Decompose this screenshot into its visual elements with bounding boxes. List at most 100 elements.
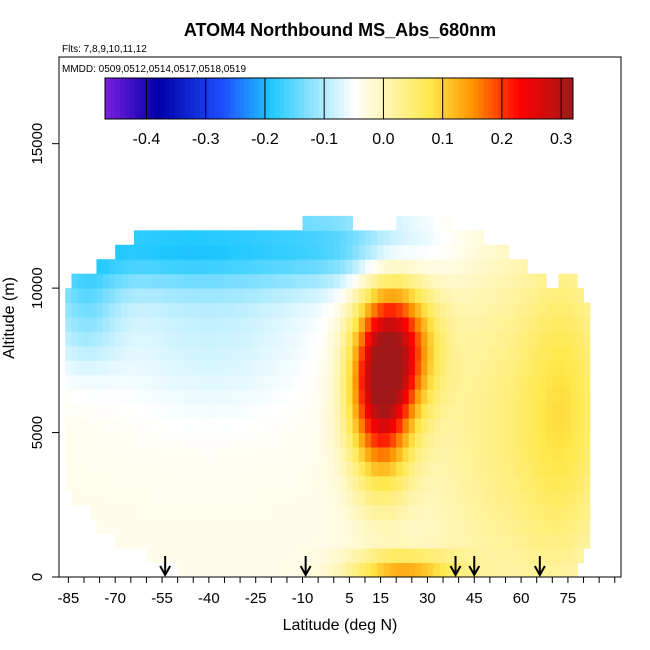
heatmap-cell xyxy=(521,403,528,419)
heatmap-cell xyxy=(327,288,335,304)
heatmap-cell xyxy=(183,302,191,318)
heatmap-cell xyxy=(171,461,179,477)
heatmap-cell xyxy=(483,432,491,448)
heatmap-cell xyxy=(439,432,447,448)
heatmap-cell xyxy=(408,230,416,246)
heatmap-cell xyxy=(402,490,410,506)
heatmap-cell xyxy=(296,490,304,506)
heatmap-cell xyxy=(190,418,197,434)
heatmap-cell xyxy=(290,259,297,275)
heatmap-cell xyxy=(458,273,466,289)
heatmap-cell xyxy=(421,360,428,376)
heatmap-cell xyxy=(252,548,260,564)
heatmap-cell xyxy=(227,273,235,289)
heatmap-cell xyxy=(308,345,316,361)
heatmap-cell xyxy=(183,259,191,275)
heatmap-cell xyxy=(177,490,185,506)
heatmap-cell xyxy=(283,562,291,578)
heatmap-cell xyxy=(283,288,291,304)
heatmap-cell xyxy=(246,244,254,260)
heatmap-cell xyxy=(458,331,466,347)
heatmap-cell xyxy=(115,374,122,390)
heatmap-cell xyxy=(458,519,466,535)
heatmap-cell xyxy=(496,562,503,578)
heatmap-cell xyxy=(196,562,204,578)
heatmap-cell xyxy=(352,475,360,491)
heatmap-cell xyxy=(83,273,91,289)
heatmap-cell xyxy=(108,461,116,477)
heatmap-cell xyxy=(265,519,272,535)
heatmap-cell xyxy=(308,533,316,549)
colorbar-swatch xyxy=(538,78,544,119)
heatmap-cell xyxy=(483,475,491,491)
heatmap-cell xyxy=(571,519,578,535)
heatmap-cell xyxy=(508,504,516,520)
heatmap-cell xyxy=(152,504,160,520)
heatmap-cell xyxy=(333,504,341,520)
heatmap-cell xyxy=(327,461,335,477)
heatmap-cell xyxy=(439,461,447,477)
heatmap-cell xyxy=(358,562,366,578)
heatmap-cell xyxy=(296,360,304,376)
heatmap-cell xyxy=(196,317,204,332)
heatmap-cell xyxy=(271,374,279,390)
heatmap-cell xyxy=(121,302,129,318)
heatmap-cell xyxy=(215,490,222,506)
heatmap-cell xyxy=(265,273,272,289)
heatmap-cell xyxy=(246,548,254,564)
heatmap-cell xyxy=(421,461,428,477)
heatmap-cell xyxy=(327,447,335,462)
heatmap-cell xyxy=(577,533,585,549)
heatmap-cell xyxy=(196,273,204,289)
heatmap-cell xyxy=(108,504,116,520)
heatmap-cell xyxy=(521,374,528,390)
heatmap-cell xyxy=(158,273,166,289)
heatmap-cell xyxy=(408,432,416,448)
heatmap-cell xyxy=(83,403,91,419)
heatmap-cell xyxy=(215,403,222,419)
heatmap-cell xyxy=(221,548,229,564)
heatmap-cell xyxy=(102,519,110,535)
heatmap-cell xyxy=(402,447,410,462)
heatmap-cell xyxy=(408,461,416,477)
heatmap-cell xyxy=(183,490,191,506)
heatmap-cell xyxy=(527,548,535,564)
heatmap-cell xyxy=(165,360,172,376)
heatmap-cell xyxy=(315,273,322,289)
heatmap-cell xyxy=(527,562,535,578)
heatmap-cell xyxy=(183,389,191,405)
heatmap-cell xyxy=(290,418,297,434)
heatmap-cell xyxy=(146,504,154,520)
heatmap-cell xyxy=(215,302,222,318)
heatmap-cell xyxy=(208,562,216,578)
heatmap-cell xyxy=(446,273,453,289)
heatmap-cell xyxy=(371,475,378,491)
heatmap-cell xyxy=(171,548,179,564)
heatmap-cell xyxy=(321,244,329,260)
heatmap-cell xyxy=(271,288,279,304)
heatmap-cell xyxy=(77,345,85,361)
heatmap-cell xyxy=(77,490,85,506)
heatmap-cell xyxy=(158,533,166,549)
heatmap-cell xyxy=(452,447,460,462)
heatmap-cell xyxy=(464,317,472,332)
flight-arrow xyxy=(468,556,481,578)
heatmap-cell xyxy=(564,360,572,376)
heatmap-cell xyxy=(514,317,522,332)
heatmap-cell xyxy=(358,273,366,289)
heatmap-cell xyxy=(371,302,378,318)
heatmap-cell xyxy=(346,273,353,289)
heatmap-cell xyxy=(327,374,335,390)
colorbar-swatch xyxy=(329,78,335,119)
heatmap-cell xyxy=(308,244,316,260)
heatmap-cell xyxy=(290,504,297,520)
heatmap-cell xyxy=(383,519,391,535)
heatmap-cell xyxy=(121,403,129,419)
heatmap-cell xyxy=(308,519,316,535)
heatmap-cell xyxy=(421,490,428,506)
heatmap-cell xyxy=(252,533,260,549)
heatmap-cell xyxy=(564,317,572,332)
heatmap-cell xyxy=(233,302,241,318)
heatmap-cell xyxy=(433,360,441,376)
heatmap-cell xyxy=(421,562,428,578)
